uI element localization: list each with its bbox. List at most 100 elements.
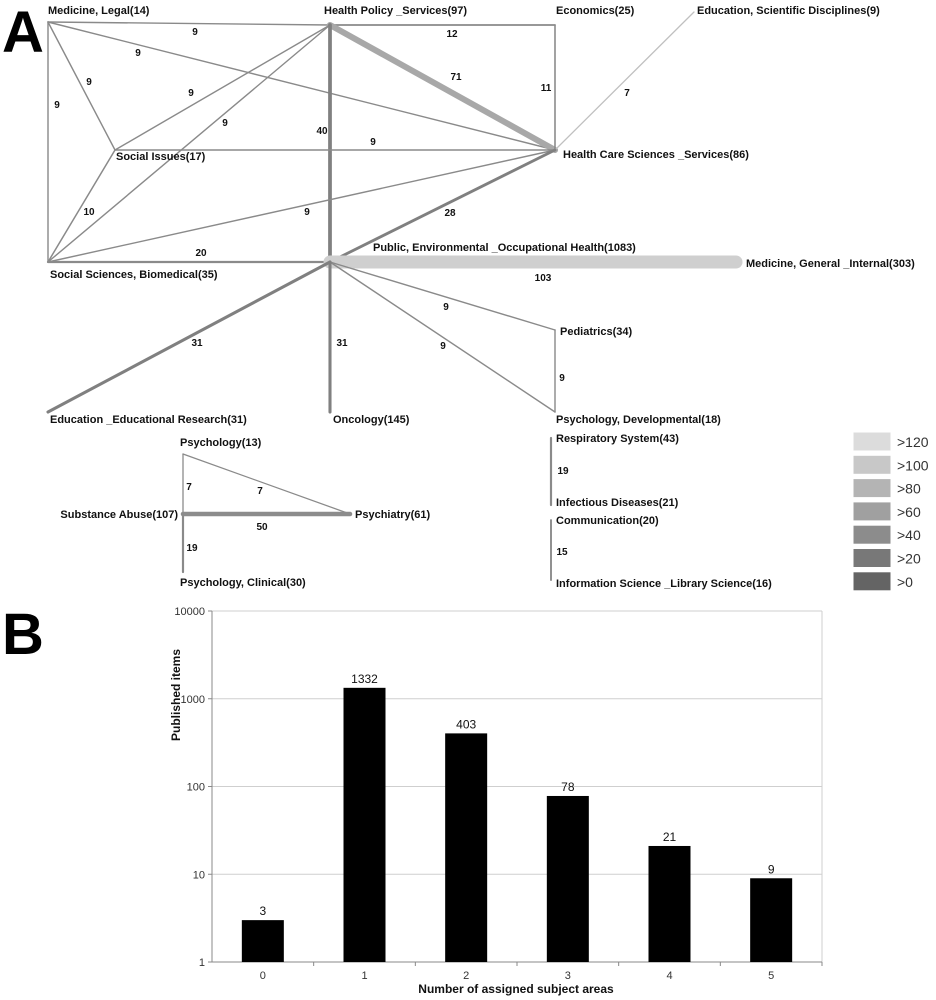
y-tick-label: 100	[187, 782, 205, 794]
node-label-comm: Communication(20)	[556, 515, 659, 527]
x-tick-label-4: 4	[666, 970, 672, 982]
edge-hps-social	[114, 24, 331, 151]
node-label-edusci: Education, Scientific Disciplines(9)	[697, 5, 880, 17]
edge-weight-peoh-onc: 31	[336, 338, 348, 349]
node-label-psydev: Psychology, Developmental(18)	[556, 414, 721, 426]
edge-weight-subab-psyclin: 19	[186, 543, 198, 554]
legend-label: >20	[897, 551, 921, 567]
edge-weight-psy-psych: 7	[257, 486, 263, 497]
legend-swatch	[852, 524, 892, 545]
chart-gridlines	[212, 610, 822, 963]
edge-medlegal-hps	[47, 21, 331, 26]
chart-tick-labels: 1 10 100 1000 10000 0 1 2 3 4 5	[174, 606, 774, 982]
chart-bar-labels: 3 1332 403 78 21 9	[259, 672, 774, 918]
node-label-medgen: Medicine, General _Internal(303)	[746, 258, 915, 270]
edge-weight-peoh-peds: 9	[443, 302, 449, 313]
y-axis-title: Published items	[169, 649, 183, 741]
edge-weight-peoh-psydev: 9	[440, 341, 446, 352]
node-label-econ: Economics(25)	[556, 5, 635, 17]
y-tick-label: 1000	[181, 694, 205, 706]
edge-weight-medlegal-hps: 9	[192, 27, 198, 38]
x-tick-label-3: 3	[565, 970, 571, 982]
bar-value-label-3: 78	[561, 780, 575, 794]
x-tick-label-5: 5	[768, 970, 774, 982]
node-label-infect: Infectious Diseases(21)	[556, 497, 679, 509]
bar-3	[546, 795, 589, 962]
edge-medlegal-social	[47, 21, 116, 151]
node-label-hps: Health Policy _Services(97)	[324, 5, 467, 17]
edge-peoh-peds	[329, 261, 556, 331]
legend-swatch	[852, 571, 892, 592]
x-tick-label-2: 2	[463, 970, 469, 982]
bar-4	[648, 845, 691, 962]
edge-hps-ssbio	[47, 24, 331, 263]
legend-swatch	[852, 501, 892, 522]
edge-weight-hps-hcss: 71	[450, 72, 462, 83]
bar-0	[241, 920, 284, 962]
edge-weight-social-hcss: 9	[370, 137, 376, 148]
edge-medlegal-hcss	[47, 21, 556, 151]
legend-swatch	[852, 548, 892, 568]
edge-weight-hps-peoh: 40	[316, 126, 328, 137]
bar-2	[445, 733, 488, 962]
node-label-resp: Respiratory System(43)	[556, 433, 679, 445]
edge-weight-hps-social: 9	[188, 88, 194, 99]
bar-5	[750, 878, 793, 962]
legend-label: >40	[897, 527, 921, 543]
node-label-ssbio: Social Sciences, Biomedical(35)	[50, 269, 218, 281]
legend-label: >0	[897, 574, 913, 590]
node-label-social: Social Issues(17)	[116, 151, 206, 163]
network-edge-labels: 9 9 9 9 12 71 9 9 40 11 7 9 10 9 20 28 103 9 9 31 31 9 7 7 50 19 1…	[54, 27, 630, 558]
edge-weight-hps-econ: 12	[446, 29, 458, 40]
bar-value-label-1: 1332	[351, 672, 378, 686]
chart-bars	[241, 687, 793, 962]
edge-weight-peds-psydev: 9	[559, 373, 565, 384]
network-edges	[46, 11, 743, 581]
edge-edusci-hcss	[554, 11, 695, 151]
edge-weight-peoh-eduer: 31	[191, 338, 203, 349]
node-label-onc: Oncology(145)	[333, 414, 410, 426]
edge-hps-hcss	[326, 21, 559, 154]
bar-1	[343, 687, 386, 962]
bar-value-label-5: 9	[768, 862, 775, 876]
bar-value-label-0: 3	[259, 904, 266, 918]
node-label-medlegal: Medicine, Legal(14)	[48, 5, 150, 17]
edge-weight-peoh-hcss: 28	[444, 208, 456, 219]
chart-axes	[208, 610, 823, 966]
y-tick-label: 10	[193, 869, 205, 881]
edge-weight-comm-infosci: 15	[556, 547, 568, 558]
node-label-eduer: Education _Educational Research(31)	[50, 414, 247, 426]
edge-weight-econ-hcss: 11	[541, 83, 552, 94]
network-legend: >120 >100 >80 >60 >40 >20 >0	[852, 431, 929, 592]
legend-label: >80	[897, 481, 921, 497]
node-label-hcss: Health Care Sciences _Services(86)	[563, 149, 749, 161]
bar-value-label-4: 21	[663, 830, 677, 844]
legend-swatch	[852, 454, 892, 475]
legend-label: >100	[897, 457, 929, 473]
edge-weight-subab-psych: 50	[256, 522, 268, 533]
x-tick-label-0: 0	[260, 970, 266, 982]
edge-psy-psych	[182, 453, 351, 515]
edge-weight-peoh-medgen: 103	[535, 273, 552, 284]
edge-weight-ssbio-social: 10	[83, 207, 95, 218]
legend-label: >120	[897, 434, 929, 450]
node-label-subab: Substance Abuse(107)	[60, 509, 178, 521]
edge-weight-ssbio-hcss: 9	[304, 207, 310, 218]
node-label-peds: Pediatrics(34)	[560, 326, 632, 338]
legend-label: >60	[897, 504, 921, 520]
bar-value-label-2: 403	[456, 717, 476, 731]
edge-weight-resp-infect: 19	[557, 466, 569, 477]
network-nodes: Medicine, Legal(14) Health Policy _Servic…	[48, 5, 915, 590]
edge-weight-medlegal-social: 9	[86, 77, 92, 88]
edge-weight-psy-subab: 7	[186, 482, 192, 493]
edge-weight-ssbio-peoh: 20	[195, 248, 207, 259]
legend-swatch	[852, 478, 892, 499]
edge-weight-medlegal-hcss: 9	[135, 48, 141, 59]
bar-chart: 3 1332 403 78 21 9 1 10 100 1000 10000 0 1 2 3 4 5 Numb…	[169, 606, 823, 996]
edge-weight-hps-ssbio: 9	[222, 118, 228, 129]
node-label-psy: Psychology(13)	[180, 437, 262, 449]
edge-weight-edusci-hcss: 7	[624, 88, 630, 99]
legend-swatch	[852, 431, 892, 452]
edge-peoh-eduer	[46, 260, 332, 414]
